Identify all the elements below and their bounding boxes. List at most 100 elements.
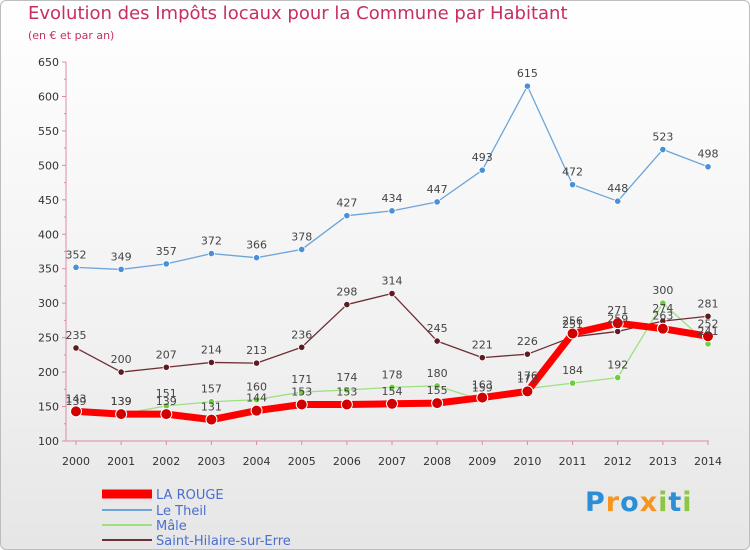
data-point (160, 408, 173, 421)
data-point (250, 404, 263, 417)
y-tick-label: 600 (38, 90, 59, 103)
data-label: 171 (291, 373, 312, 386)
y-tick-label: 150 (38, 401, 59, 414)
data-point (702, 330, 714, 343)
x-tick-label: 2013 (649, 455, 677, 468)
data-point (298, 343, 306, 351)
data-label: 178 (382, 368, 403, 381)
data-label: 139 (156, 395, 177, 408)
data-label: 274 (652, 302, 673, 315)
data-point (117, 368, 125, 376)
data-label: 352 (66, 248, 87, 261)
data-point (704, 163, 712, 171)
data-point (298, 245, 306, 254)
y-tick-label: 350 (38, 263, 59, 276)
data-label: 139 (66, 395, 87, 408)
data-label: 378 (291, 230, 312, 243)
data-label: 615 (517, 67, 538, 80)
data-label: 139 (111, 395, 132, 408)
data-label: 300 (652, 284, 673, 297)
data-point (614, 374, 622, 382)
x-tick-label: 2006 (333, 455, 361, 468)
data-point (476, 391, 489, 404)
x-tick-label: 2004 (243, 455, 271, 468)
data-label: 366 (246, 239, 267, 252)
data-point (117, 265, 125, 274)
data-point (252, 396, 261, 404)
data-label: 241 (698, 325, 719, 338)
data-point (207, 358, 216, 367)
x-tick-label: 2000 (62, 455, 90, 468)
data-label: 447 (427, 183, 448, 196)
data-label: 159 (472, 381, 493, 394)
data-point (340, 398, 353, 411)
data-label: 448 (607, 182, 628, 195)
data-label: 213 (246, 344, 267, 357)
y-tick-label: 100 (38, 435, 59, 448)
data-point (431, 397, 444, 410)
x-tick-label: 2002 (152, 455, 180, 468)
x-tick-label: 2007 (378, 455, 406, 468)
x-tick-label: 2001 (107, 455, 135, 468)
data-point (162, 363, 170, 371)
data-label: 174 (336, 371, 357, 384)
data-label: 180 (427, 367, 448, 380)
data-label: 153 (291, 385, 312, 398)
x-tick-label: 2011 (559, 455, 587, 468)
logo-letter: P (585, 487, 606, 518)
x-tick-label: 2012 (604, 455, 632, 468)
data-label: 172 (517, 372, 538, 385)
data-label: 427 (336, 197, 357, 210)
data-label: 154 (382, 385, 403, 398)
data-point (659, 145, 667, 154)
data-point (388, 289, 396, 298)
data-label: 236 (291, 328, 312, 341)
data-point (478, 354, 486, 362)
data-label: 184 (562, 364, 583, 377)
data-point (207, 249, 216, 258)
data-label: 200 (111, 353, 132, 366)
data-label: 493 (472, 151, 493, 164)
proxiti-logo: Proxiti (585, 487, 693, 518)
data-point (295, 398, 308, 411)
data-point (433, 382, 441, 390)
data-label: 434 (382, 192, 403, 205)
legend-label: Saint-Hilaire-sur-Erre (156, 534, 291, 549)
data-point (343, 300, 351, 309)
data-label: 226 (517, 335, 538, 348)
logo-letter: i (682, 487, 693, 518)
data-point (72, 344, 80, 352)
data-point (611, 317, 624, 330)
data-point (386, 397, 398, 410)
x-tick-label: 2005 (288, 455, 316, 468)
data-label: 472 (562, 166, 583, 179)
data-label: 207 (156, 348, 177, 361)
data-point (433, 198, 441, 206)
data-label: 252 (698, 317, 719, 330)
data-point (162, 260, 170, 268)
legend-label: Mâle (156, 519, 187, 534)
data-point (388, 383, 396, 391)
data-label: 251 (562, 318, 583, 331)
data-point (614, 327, 622, 336)
data-label: 131 (201, 401, 222, 414)
x-tick-label: 2003 (197, 455, 225, 468)
data-point (568, 379, 577, 387)
y-tick-label: 650 (38, 56, 59, 69)
logo-letter: t (668, 487, 683, 518)
data-label: 263 (652, 310, 673, 323)
data-label: 163 (472, 379, 493, 392)
data-point (343, 386, 351, 394)
logo-letter: x (639, 487, 659, 518)
data-label: 235 (66, 329, 87, 342)
data-label: 372 (201, 235, 222, 248)
data-point (252, 359, 261, 367)
x-tick-label: 2009 (468, 455, 496, 468)
data-point (207, 398, 216, 406)
data-point (115, 408, 128, 421)
logo-letter: r (605, 487, 621, 518)
data-label: 314 (382, 275, 403, 288)
data-label: 298 (336, 286, 357, 299)
